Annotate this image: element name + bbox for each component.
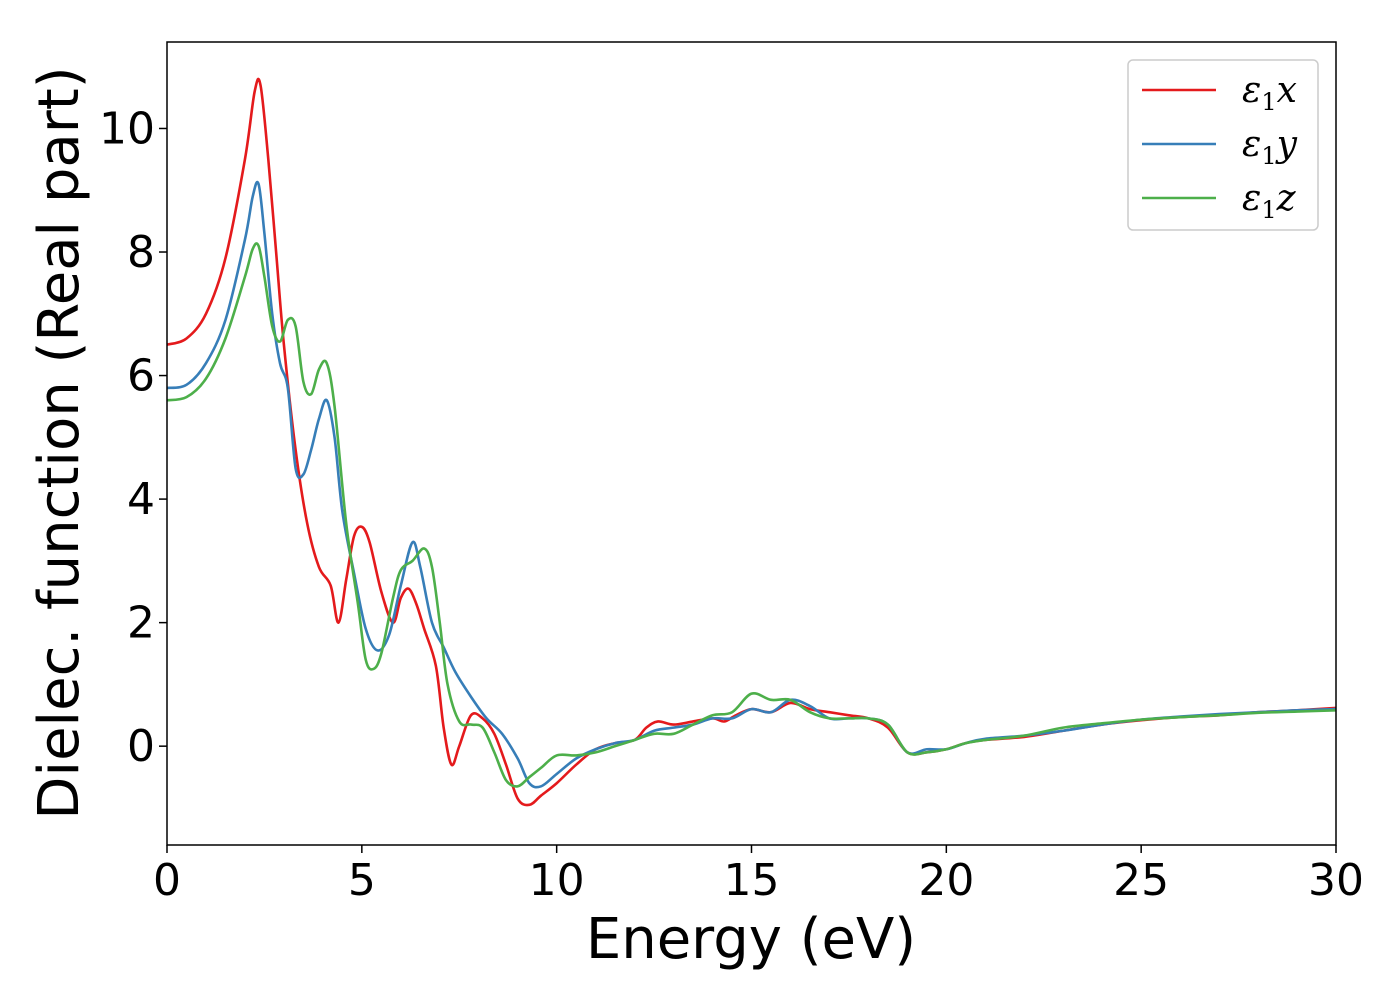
legend-entry-x: ε1x: [1142, 70, 1297, 116]
x-axis-label: Energy (eV): [586, 907, 916, 972]
series-layer: [167, 77, 1336, 807]
x-tick-label: 0: [153, 855, 181, 906]
legend-label: ε1y: [1242, 124, 1298, 170]
series-line-z: [167, 242, 1336, 788]
x-tick-label: 5: [348, 855, 376, 906]
legend-label: ε1x: [1242, 70, 1297, 116]
y-tick-label: 8: [127, 227, 155, 278]
legend-label: ε1z: [1242, 178, 1297, 224]
y-axis-label: Dielec. function (Real part): [27, 66, 92, 819]
y-tick-label: 6: [127, 351, 155, 402]
legend-entry-z: ε1z: [1142, 178, 1297, 224]
x-tick-label: 30: [1308, 855, 1364, 906]
y-axis-ticks: 0 2 4 6 8 10: [99, 103, 167, 772]
y-tick-label: 0: [127, 721, 155, 772]
x-tick-label: 25: [1113, 855, 1169, 906]
y-tick-label: 4: [127, 474, 155, 525]
x-tick-label: 20: [918, 855, 974, 906]
y-tick-label: 2: [127, 598, 155, 649]
x-tick-label: 10: [529, 855, 585, 906]
legend: ε1x ε1y ε1z: [1127, 59, 1319, 231]
y-tick-label: 10: [99, 103, 155, 154]
legend-box: [1127, 59, 1319, 231]
x-tick-label: 15: [724, 855, 780, 906]
legend-entry-y: ε1y: [1142, 124, 1298, 170]
x-axis-ticks: 0 5 10 15 20 25 30: [153, 845, 1364, 906]
